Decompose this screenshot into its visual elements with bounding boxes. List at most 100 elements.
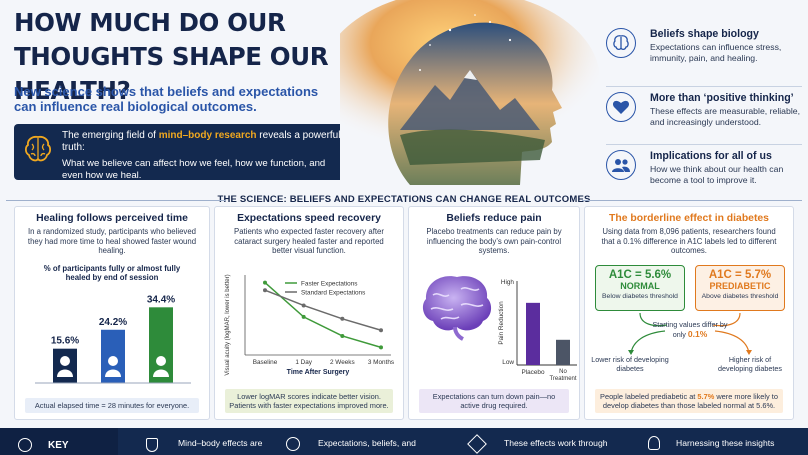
callout-text-pre: The emerging field of [62,130,159,141]
x-tick-label: 1 Day [295,359,312,366]
prediabetic-sub: Above diabetes threshold [701,293,779,300]
bar [526,302,540,365]
intro-callout: The emerging field of mind–body research… [14,124,352,181]
panel-title: The borderline effect in diabetes [609,213,769,224]
higher-risk-text: Higher risk of developing diabetes [718,355,782,373]
people-icon [606,150,636,180]
differ-text: Starting values differ by only 0.1% [649,320,731,340]
y-axis-label: Pain Reduction [498,301,505,345]
person-body-icon [153,369,169,377]
page-subtitle: New science shows that beliefs and expec… [14,84,319,114]
side-item-more-than-positive-thinking: More than ‘positive thinking’ These effe… [606,92,808,152]
key-item: Mind–body effects are [178,438,263,448]
panel-body: Using data from 8,096 patients, research… [601,227,777,256]
side-item-title: Beliefs shape biology [650,28,759,40]
lower-risk-text: Lower risk of developing diabetes [591,355,669,373]
data-point [379,345,383,350]
panel-note: Lower logMAR scores indicate better visi… [225,389,393,413]
note-highlight: 5.7% [697,392,715,401]
y-tick-label: Low [502,359,514,366]
magnifier-icon [286,437,300,451]
x-tick-label: No [559,369,567,375]
divider [582,200,802,201]
side-item-title: Implications for all of us [650,150,772,162]
panel-metric: % of participants fully or almost fully … [43,263,181,283]
key-item: Expectations, beliefs, and [318,438,416,448]
y-tick-label: High [501,279,515,286]
note-pre: People labeled prediabetic at [600,392,698,401]
science-section-title-text: THE SCIENCE: BELIEFS AND EXPECTATIONS CA… [217,194,591,205]
x-tick-label: Baseline [253,359,278,366]
x-tick-label: 2 Weeks [330,359,355,366]
bar-value-label: 24.2% [99,317,127,328]
normal-sub: Below diabetes threshold [602,293,678,300]
differ-text-pre: Starting values differ by only [652,320,728,339]
callout-highlight: mind–body research [158,130,257,141]
divider [606,144,802,145]
panel-note: Actual elapsed time = 28 minutes for eve… [25,398,199,413]
note-post: were more likely to develop diabetes tha… [602,392,778,410]
prediabetic-card: A1C = 5.7% PREDIABETIC Above diabetes th… [695,265,785,311]
x-tick-label: Placebo [521,369,545,376]
x-tick-label: Treatment [549,376,576,382]
panel-body: Patients who expected faster recovery af… [234,227,384,256]
side-item-title: More than ‘positive thinking’ [650,92,794,104]
side-item-text: These effects are measurable, reliable, … [650,106,801,127]
person-body-icon [57,369,73,377]
key-takeaways-strip: KEY Mind–body effects are Expectations, … [0,428,808,455]
data-point [379,328,383,333]
bar-value-label: 34.4% [147,294,175,305]
data-point [263,280,267,285]
callout-text-post: reveals a powerful truth: [62,130,341,153]
x-axis-label: Time After Surgery [287,369,350,376]
divider [606,86,802,87]
person-head-icon [156,356,166,366]
legend-label: Standard Expectations [301,289,365,296]
key-label: KEY [48,440,69,451]
data-point [340,316,345,321]
panel-title: Expectations speed recovery [237,213,381,224]
healing-bar-chart: 15.6% 24.2% 34.4% [35,294,191,384]
panel-body: Placebo treatments can reduce pain by in… [426,227,562,256]
bar [556,339,570,365]
branch-arrows [628,312,752,355]
brain-illustration [422,276,492,341]
normal-value: A1C = 5.6% [608,269,672,281]
key-label-box: KEY [0,428,118,455]
panel-note: Expectations can turn down pain—no activ… [419,389,569,413]
callout-line2: What we believe can affect how we feel, … [62,158,326,181]
brain-icon [606,28,636,58]
brain-icon [24,135,52,162]
panel-healing: Healing follows perceived time In a rand… [14,206,210,420]
data-point [263,288,267,293]
recovery-line-chart: Visual acuity (logMAR, lower is better) B… [225,274,394,376]
panel-body: In a randomized study, participants who … [27,227,197,256]
lightbulb-icon [648,436,660,450]
panel-recovery: Expectations speed recovery Patients who… [214,206,404,420]
person-head-icon [60,356,70,366]
person-body-icon [105,369,121,377]
x-tick-label: 3 Months [368,359,394,366]
side-item-text: How we think about our health can become… [650,164,784,185]
side-item-implications: Implications for all of us How we think … [606,150,808,210]
prediabetic-label: PREDIABETIC [709,281,771,291]
side-item-beliefs-shape-biology: Beliefs shape biology Expectations can i… [606,28,808,88]
prediabetic-value: A1C = 5.7% [708,269,772,281]
person-head-icon [108,356,118,366]
flask-icon [146,438,158,452]
series-line [264,289,382,331]
heart-icon [606,92,636,122]
normal-label: NORMAL [620,281,660,291]
key-item: Harnessing these insights [676,438,775,448]
data-point [340,333,345,338]
panel-pain: Beliefs reduce pain Placebo treatments c… [408,206,580,420]
panel-diabetes: The borderline effect in diabetes Using … [584,206,794,420]
series-line [264,282,382,349]
gear-icon [467,434,487,454]
panel-title: Beliefs reduce pain [446,213,542,224]
side-item-text: Expectations can influence stress, immun… [650,42,782,63]
panel-note: People labeled prediabetic at 5.7% were … [595,389,783,413]
differ-value: 0.1% [687,328,708,339]
data-point [301,314,306,319]
